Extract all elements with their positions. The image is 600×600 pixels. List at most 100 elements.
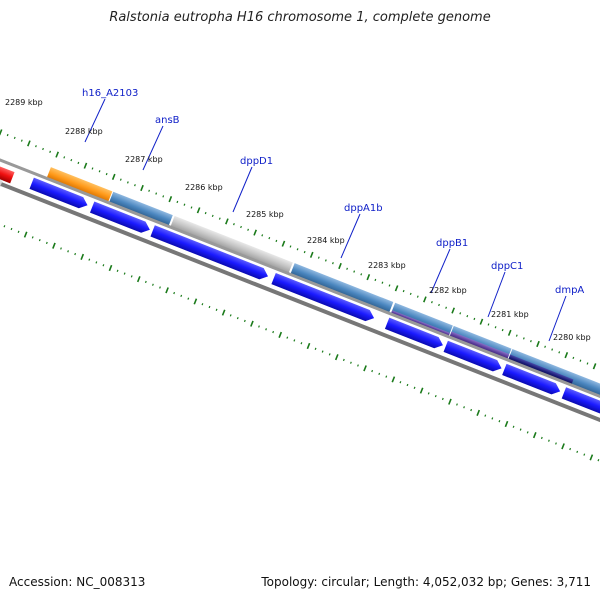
tick-mark: [130, 275, 133, 278]
tick-mark: [579, 359, 582, 362]
tick-mark: [165, 287, 169, 294]
cog-segment-steel: [508, 348, 600, 397]
tick-mark: [52, 242, 56, 249]
cds-arrow[interactable]: [29, 177, 89, 211]
tick-mark: [91, 167, 94, 170]
tick-mark: [102, 264, 105, 267]
cds-arrow[interactable]: [384, 317, 445, 351]
kbp-label: 2285 kbp: [246, 210, 284, 219]
tick-mark: [211, 214, 214, 218]
gene-label-dppd1[interactable]: dppD1: [240, 156, 273, 167]
gene-label-dppb1[interactable]: dppB1: [436, 238, 468, 249]
tick-mark: [530, 340, 532, 343]
tick-mark: [438, 303, 440, 307]
tick-mark: [275, 239, 278, 243]
tick-mark: [423, 296, 427, 303]
leader-line: [487, 271, 506, 318]
tick-mark: [272, 330, 275, 334]
kbp-labels: 2289 kbp 2288 kbp 2287 kbp 2286 kbp 2285…: [5, 98, 591, 342]
cds-arrow[interactable]: [150, 225, 270, 282]
tick-mark: [204, 211, 207, 215]
tick-mark: [515, 334, 518, 337]
tick-mark: [409, 292, 412, 295]
tick-mark: [31, 236, 34, 239]
tick-mark: [268, 236, 271, 240]
tick-mark: [366, 274, 371, 281]
cog-segment-navy: [508, 354, 574, 386]
tick-mark: [564, 352, 569, 359]
tick-mark: [278, 331, 283, 338]
tick-mark: [487, 323, 490, 326]
kbp-label: 2289 kbp: [5, 98, 43, 107]
tick-mark: [473, 317, 476, 321]
tick-mark: [476, 409, 481, 416]
tick-mark: [240, 225, 242, 229]
gene-label-dppc1[interactable]: dppC1: [491, 261, 523, 272]
cds-arrow[interactable]: [89, 201, 152, 235]
tick-mark: [374, 278, 377, 282]
tick-mark: [176, 200, 179, 204]
tick-mark: [406, 383, 409, 387]
tick-mark: [332, 262, 334, 265]
cds-arrow[interactable]: [271, 272, 376, 324]
tick-mark: [218, 217, 221, 220]
tick-mark: [140, 184, 144, 192]
tick-mark: [289, 245, 292, 248]
tick-mark: [451, 307, 455, 314]
tick-mark: [413, 386, 416, 389]
tick-mark: [328, 353, 331, 356]
tick-mark: [371, 369, 374, 373]
tick-mark: [551, 348, 554, 351]
gene-label-dmpa[interactable]: dmpA: [555, 285, 584, 296]
tick-mark: [445, 306, 448, 309]
leader-line: [548, 295, 567, 342]
tick-mark: [148, 189, 151, 192]
cds-arrow[interactable]: [502, 363, 562, 397]
genome-summary-text: Topology: circular; Length: 4,052,032 bp…: [261, 575, 591, 589]
cds-arrow[interactable]: [561, 387, 600, 420]
kbp-label: 2287 kbp: [125, 155, 163, 164]
tick-mark: [441, 397, 444, 401]
tick-mark: [544, 345, 547, 348]
tick-mark: [95, 261, 98, 264]
cds-arrow[interactable]: [443, 340, 504, 374]
gene-label-ansb[interactable]: ansB: [155, 115, 180, 126]
tick-mark: [526, 431, 529, 434]
tick-mark: [88, 258, 91, 261]
tick-mark: [321, 350, 324, 353]
tick-mark: [180, 294, 183, 298]
tick-mark: [519, 428, 522, 431]
tick-mark: [597, 459, 600, 462]
tick-mark: [111, 173, 116, 180]
tick-mark: [334, 354, 339, 361]
tick-mark: [116, 269, 119, 272]
gene-label-dppa1b[interactable]: dppA1b: [344, 203, 383, 214]
tick-mark: [561, 443, 565, 450]
cds-track: [0, 169, 600, 420]
tick-mark: [504, 420, 509, 428]
tick-mark: [190, 206, 193, 209]
tick-mark: [427, 392, 430, 395]
leader-line: [340, 213, 361, 259]
tick-mark: [463, 406, 465, 409]
tick-mark: [498, 420, 501, 423]
kbp-label: 2288 kbp: [65, 127, 103, 136]
tick-mark: [338, 262, 342, 270]
kbp-label: 2281 kbp: [491, 310, 529, 319]
tick-mark: [0, 129, 3, 136]
tick-mark: [208, 305, 211, 309]
gene-label-h16-a2103[interactable]: h16_A2103: [82, 88, 138, 99]
tick-mark: [583, 453, 586, 456]
tick-mark: [314, 347, 317, 350]
map-title: Ralstonia eutropha H16 chromosome 1, com…: [109, 10, 491, 25]
tick-mark: [126, 181, 129, 184]
genome-backbone-inner: [0, 163, 600, 461]
tick-mark: [317, 256, 320, 259]
tick-mark: [168, 196, 173, 203]
cog-segment-red: [0, 158, 15, 184]
tick-mark: [201, 303, 204, 306]
tick-mark: [378, 372, 381, 376]
tick-mark: [402, 289, 405, 293]
tick-mark: [399, 381, 402, 384]
kbp-label: 2282 kbp: [429, 286, 467, 295]
